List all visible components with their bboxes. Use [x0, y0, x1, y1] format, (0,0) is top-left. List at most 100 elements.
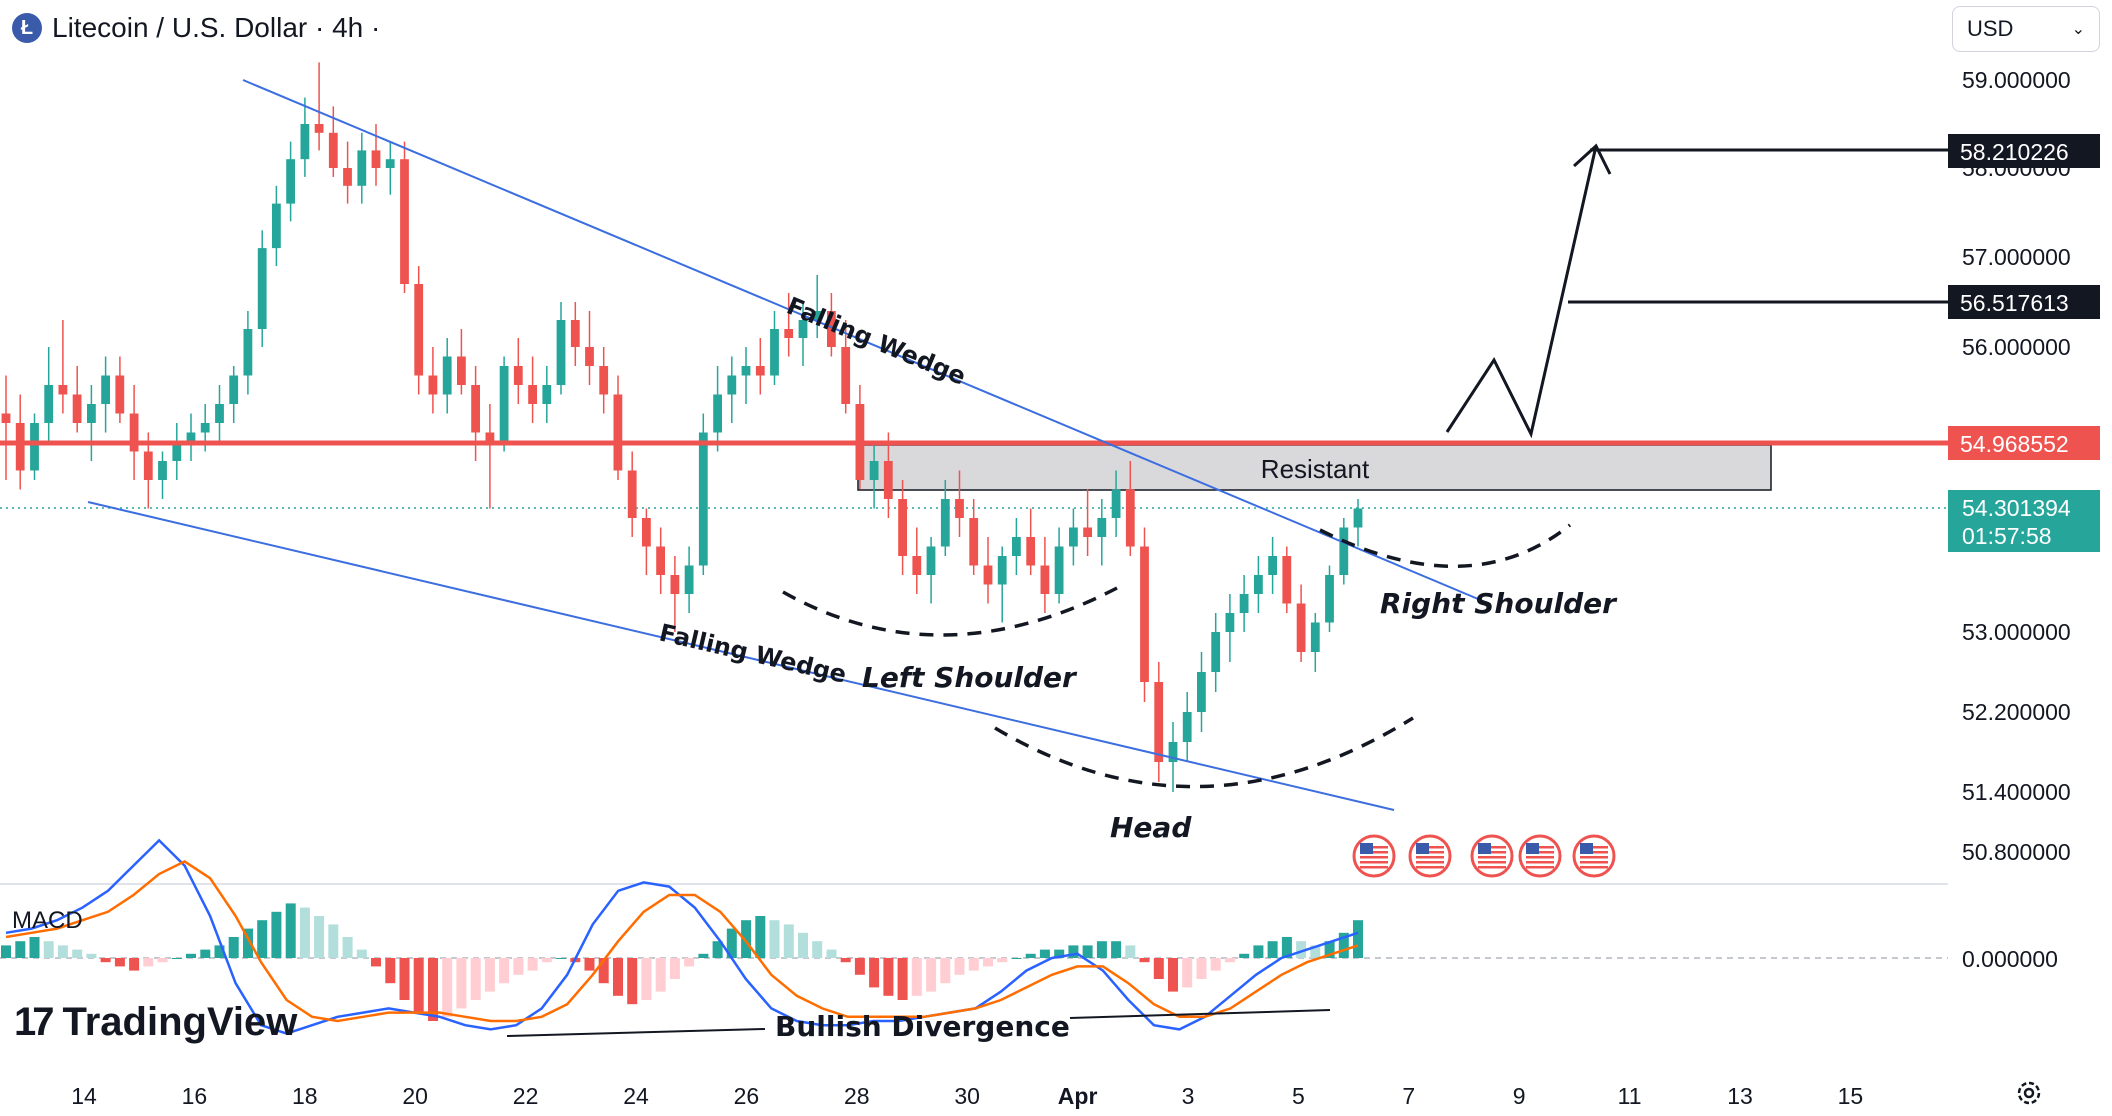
- head-arc: [994, 716, 1414, 789]
- us-flag-icon[interactable]: [1470, 834, 1514, 878]
- candle-body: [1353, 508, 1363, 528]
- candle-body: [1282, 556, 1292, 604]
- macd-histogram-bar: [342, 937, 353, 958]
- candle-series: [1, 62, 1363, 792]
- price-label-target-2-text: 56.517613: [1960, 290, 2069, 316]
- annotation-falling-wedge-upper: Falling Wedge: [783, 292, 970, 391]
- candle-body: [215, 404, 224, 423]
- candle: [1353, 499, 1363, 547]
- macd-histogram-bar: [1, 945, 11, 958]
- macd-histogram-bar: [627, 958, 638, 1005]
- candle-body: [983, 565, 993, 585]
- macd-histogram-bar: [684, 958, 695, 967]
- price-tick-label: 50.800000: [1962, 839, 2071, 865]
- candle: [755, 338, 765, 395]
- candle: [642, 508, 651, 575]
- candle-body: [115, 375, 125, 414]
- us-flag-icon[interactable]: [1408, 834, 1452, 878]
- price-label-target-2-box: [1948, 285, 2100, 319]
- macd-zero-tick: 0.000000: [1962, 946, 2058, 972]
- macd-histogram-bar: [371, 958, 381, 967]
- time-tick-label: Apr: [1058, 1083, 1098, 1109]
- macd-histogram-bar: [15, 941, 26, 958]
- macd-histogram-bar: [641, 958, 652, 1000]
- candle: [869, 442, 879, 509]
- candle: [286, 141, 295, 222]
- candle: [1339, 518, 1349, 585]
- flag-stripe: [1526, 866, 1554, 869]
- candle-body: [15, 423, 25, 471]
- candle-body: [428, 375, 438, 395]
- macd-histogram-bar: [1296, 941, 1307, 958]
- candle: [1, 375, 11, 480]
- candle-body: [471, 385, 480, 433]
- candle: [969, 499, 979, 575]
- macd-histogram-bar: [1338, 932, 1349, 958]
- macd-histogram-bar: [755, 916, 766, 958]
- candle-body: [1310, 622, 1320, 652]
- macd-histogram-bar: [983, 958, 993, 967]
- candle: [485, 404, 495, 509]
- macd-histogram-bar: [513, 958, 524, 975]
- candle: [1097, 499, 1107, 566]
- time-tick-label: 9: [1513, 1083, 1526, 1109]
- price-tick-label: 53.000000: [1962, 619, 2071, 645]
- projected-path: [1445, 145, 1598, 439]
- price-tick-label: 57.000000: [1962, 244, 2071, 270]
- time-tick-label: 30: [954, 1083, 980, 1109]
- macd-histogram-bar: [129, 958, 140, 971]
- macd-histogram-bar: [1224, 958, 1235, 963]
- candle-body: [314, 124, 324, 133]
- macd-histogram-bar: [783, 924, 794, 958]
- candle-body: [158, 461, 167, 480]
- macd-histogram-bar: [741, 920, 752, 958]
- candle: [186, 413, 196, 461]
- candle: [599, 347, 609, 414]
- macd-histogram-bar: [1310, 945, 1321, 958]
- tradingview-mark-icon: 17: [14, 1000, 54, 1044]
- price-tick-label: 52.200000: [1962, 699, 2071, 725]
- macd-histogram-bar: [926, 958, 937, 992]
- candle: [556, 302, 566, 395]
- candle-body: [513, 366, 523, 385]
- candle-body: [698, 432, 708, 566]
- candle: [670, 556, 680, 632]
- candle-body: [200, 423, 210, 433]
- signal-line: [5, 859, 1359, 1023]
- macd-histogram-bar: [1125, 945, 1136, 958]
- flag-stripe: [1416, 846, 1444, 849]
- settings-gear-icon[interactable]: [2014, 1078, 2044, 1108]
- flag-stripe: [1360, 851, 1388, 854]
- macd-histogram-bar: [114, 958, 125, 967]
- symbol-title[interactable]: Litecoin / U.S. Dollar · 4h ·: [52, 12, 381, 43]
- candle-body: [328, 132, 338, 168]
- candle-body: [1239, 594, 1249, 613]
- candle: [257, 230, 267, 347]
- macd-histogram-bar: [157, 958, 168, 963]
- macd-histogram-bar: [1281, 937, 1292, 958]
- chart-header: Ł Litecoin / U.S. Dollar · 4h ·: [12, 8, 380, 48]
- us-flag-icon[interactable]: [1572, 834, 1616, 878]
- candle-body: [727, 375, 737, 395]
- candle-body: [784, 329, 794, 338]
- candle: [812, 275, 822, 338]
- price-tick-label: 56.000000: [1962, 334, 2071, 360]
- candle: [1069, 508, 1078, 566]
- candle: [570, 302, 580, 366]
- projected-arrowhead: [1572, 143, 1612, 175]
- tradingview-logo[interactable]: 17 TradingView: [14, 1000, 297, 1045]
- candle: [357, 132, 367, 204]
- macd-histogram-bar: [655, 958, 666, 992]
- us-flag-icon[interactable]: [1352, 834, 1396, 878]
- candle-body: [257, 248, 267, 329]
- price-axis: 59.00000058.00000057.00000056.00000053.0…: [1962, 67, 2071, 865]
- candle-body: [101, 375, 110, 404]
- macd-histogram-bar: [698, 953, 709, 958]
- us-flag-icon[interactable]: [1518, 834, 1562, 878]
- candle: [243, 311, 253, 395]
- candle-body: [414, 284, 424, 376]
- candle-body: [1012, 537, 1021, 556]
- currency-select[interactable]: USD ⌄: [1952, 6, 2100, 52]
- candle-body: [343, 168, 352, 186]
- macd-histogram-bar: [143, 958, 154, 967]
